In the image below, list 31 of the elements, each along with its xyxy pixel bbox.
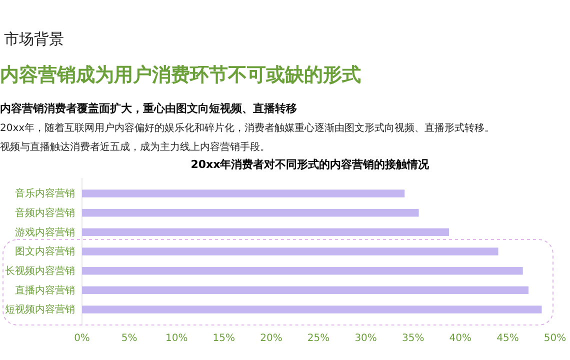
y-tick-label: 短视频内容营销 (5, 304, 75, 316)
x-tick-label: 35% (402, 333, 424, 344)
x-tick-label: 10% (165, 333, 188, 344)
y-tick-label: 游戏内容营销 (15, 226, 75, 238)
x-tick-label: 50% (544, 333, 566, 344)
text: 市场背景 (4, 30, 64, 48)
bar (82, 286, 529, 294)
bar (82, 266, 523, 275)
x-tick-label: 45% (496, 333, 519, 344)
y-tick-label: 音乐内容营销 (15, 188, 75, 200)
x-tick-label: 15% (212, 333, 236, 344)
y-tick-label: 图文内容营销 (15, 246, 75, 258)
bar (82, 228, 450, 236)
y-tick-label: 直播内容营销 (15, 284, 75, 296)
text: 内容营销消费者覆盖面扩大，重心由图文向短视频、直播转移 (0, 102, 297, 115)
text: 20xx年，随着互联网用户内容偏好的娱乐化和碎片化，消费者触媒重心逐渐由图文形式向视频、直播形式转移。 (0, 122, 495, 134)
y-tick-label: 音频内容营销 (15, 207, 75, 220)
x-tick-label: 0% (74, 333, 90, 344)
bar (82, 306, 542, 314)
chart-title: 20xx年消费者对不同形式的内容营销的接触情况 (190, 158, 430, 171)
text: 视频与直播触达消费者近五成，成为主力线上内容营销手段。 (0, 141, 270, 153)
bar (82, 248, 498, 256)
x-tick-label: 30% (354, 333, 377, 344)
text: 内容营销成为用户消费环节不可或缺的形式 (0, 64, 361, 86)
y-tick-label: 长视频内容营销 (5, 265, 75, 278)
x-tick-label: 5% (121, 333, 138, 344)
x-tick-label: 25% (307, 333, 330, 344)
x-tick-label: 40% (449, 333, 472, 344)
x-tick-label: 20% (260, 333, 282, 344)
bar (82, 190, 405, 198)
bar (82, 208, 419, 217)
